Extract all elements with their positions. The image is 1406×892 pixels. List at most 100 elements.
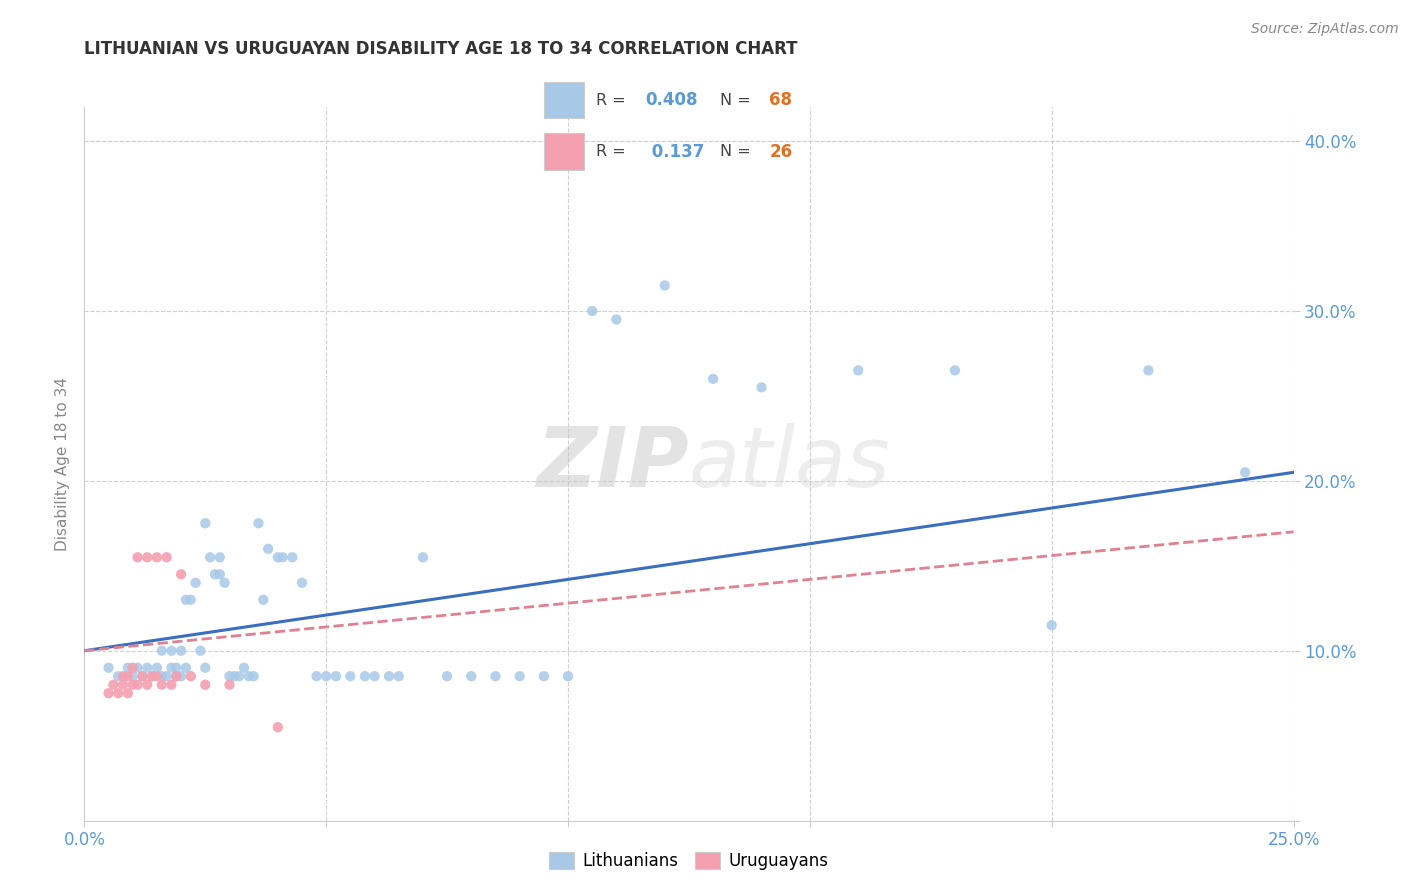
Point [146, 669, 169, 683]
Point [127, 550, 149, 565]
Point [228, 669, 250, 683]
Point [194, 661, 217, 675]
Point [238, 669, 260, 683]
Point [1137, 363, 1160, 377]
Point [165, 669, 187, 683]
Point [107, 686, 129, 700]
Point [242, 669, 264, 683]
Point [1040, 618, 1063, 632]
FancyBboxPatch shape [544, 134, 583, 169]
Point [218, 669, 240, 683]
Point [141, 669, 163, 683]
Point [121, 669, 143, 683]
Point [281, 550, 304, 565]
Point [180, 592, 202, 607]
Point [165, 661, 187, 675]
Point [252, 592, 274, 607]
Point [1234, 466, 1257, 480]
Text: R =: R = [596, 93, 631, 108]
Point [160, 678, 183, 692]
Point [204, 567, 226, 582]
Point [131, 669, 153, 683]
Text: ZIP: ZIP [536, 424, 689, 504]
Point [702, 372, 724, 386]
Point [160, 661, 183, 675]
Point [267, 720, 290, 734]
Point [174, 592, 197, 607]
Point [117, 669, 139, 683]
Y-axis label: Disability Age 18 to 34: Disability Age 18 to 34 [55, 376, 70, 551]
Point [581, 304, 603, 318]
Point [388, 669, 411, 683]
Point [155, 550, 177, 565]
Point [605, 312, 627, 326]
Point [325, 669, 347, 683]
Point [198, 550, 221, 565]
Point [267, 550, 290, 565]
Point [190, 644, 212, 658]
Point [247, 516, 270, 531]
Point [117, 686, 139, 700]
Point [233, 661, 256, 675]
Point [257, 541, 280, 556]
Point [136, 678, 159, 692]
Point [170, 669, 193, 683]
Text: 26: 26 [769, 143, 793, 161]
Point [484, 669, 506, 683]
Point [412, 550, 434, 565]
Legend: Lithuanians, Uruguayans: Lithuanians, Uruguayans [543, 845, 835, 877]
Point [339, 669, 361, 683]
Point [194, 678, 217, 692]
Point [136, 661, 159, 675]
Point [136, 550, 159, 565]
Text: atlas: atlas [689, 424, 890, 504]
Point [117, 661, 139, 675]
Point [305, 669, 328, 683]
Point [112, 669, 135, 683]
Point [943, 363, 966, 377]
Point [846, 363, 869, 377]
Point [174, 661, 197, 675]
Point [224, 669, 246, 683]
Point [170, 567, 193, 582]
Point [112, 678, 135, 692]
Point [121, 678, 143, 692]
Text: 0.408: 0.408 [645, 91, 699, 109]
Point [160, 644, 183, 658]
Point [184, 575, 207, 590]
Point [127, 661, 149, 675]
Point [460, 669, 482, 683]
Point [121, 661, 143, 675]
Point [354, 669, 377, 683]
Point [150, 669, 173, 683]
Text: 0.137: 0.137 [645, 143, 704, 161]
Text: N =: N = [720, 145, 756, 159]
Point [509, 669, 531, 683]
Point [141, 669, 163, 683]
Point [170, 644, 193, 658]
Point [654, 278, 676, 293]
Point [751, 380, 773, 394]
Text: Source: ZipAtlas.com: Source: ZipAtlas.com [1251, 22, 1399, 37]
Text: R =: R = [596, 145, 631, 159]
Point [146, 550, 169, 565]
Point [363, 669, 385, 683]
Point [218, 678, 240, 692]
Point [291, 575, 314, 590]
Point [378, 669, 401, 683]
Point [155, 669, 177, 683]
Point [131, 669, 153, 683]
FancyBboxPatch shape [544, 82, 583, 119]
Point [208, 567, 231, 582]
Point [180, 669, 202, 683]
Point [271, 550, 294, 565]
Point [533, 669, 555, 683]
Point [150, 678, 173, 692]
Point [557, 669, 579, 683]
Point [107, 669, 129, 683]
Point [214, 575, 236, 590]
Point [97, 661, 120, 675]
Point [436, 669, 458, 683]
Text: N =: N = [720, 93, 756, 108]
Point [208, 550, 231, 565]
